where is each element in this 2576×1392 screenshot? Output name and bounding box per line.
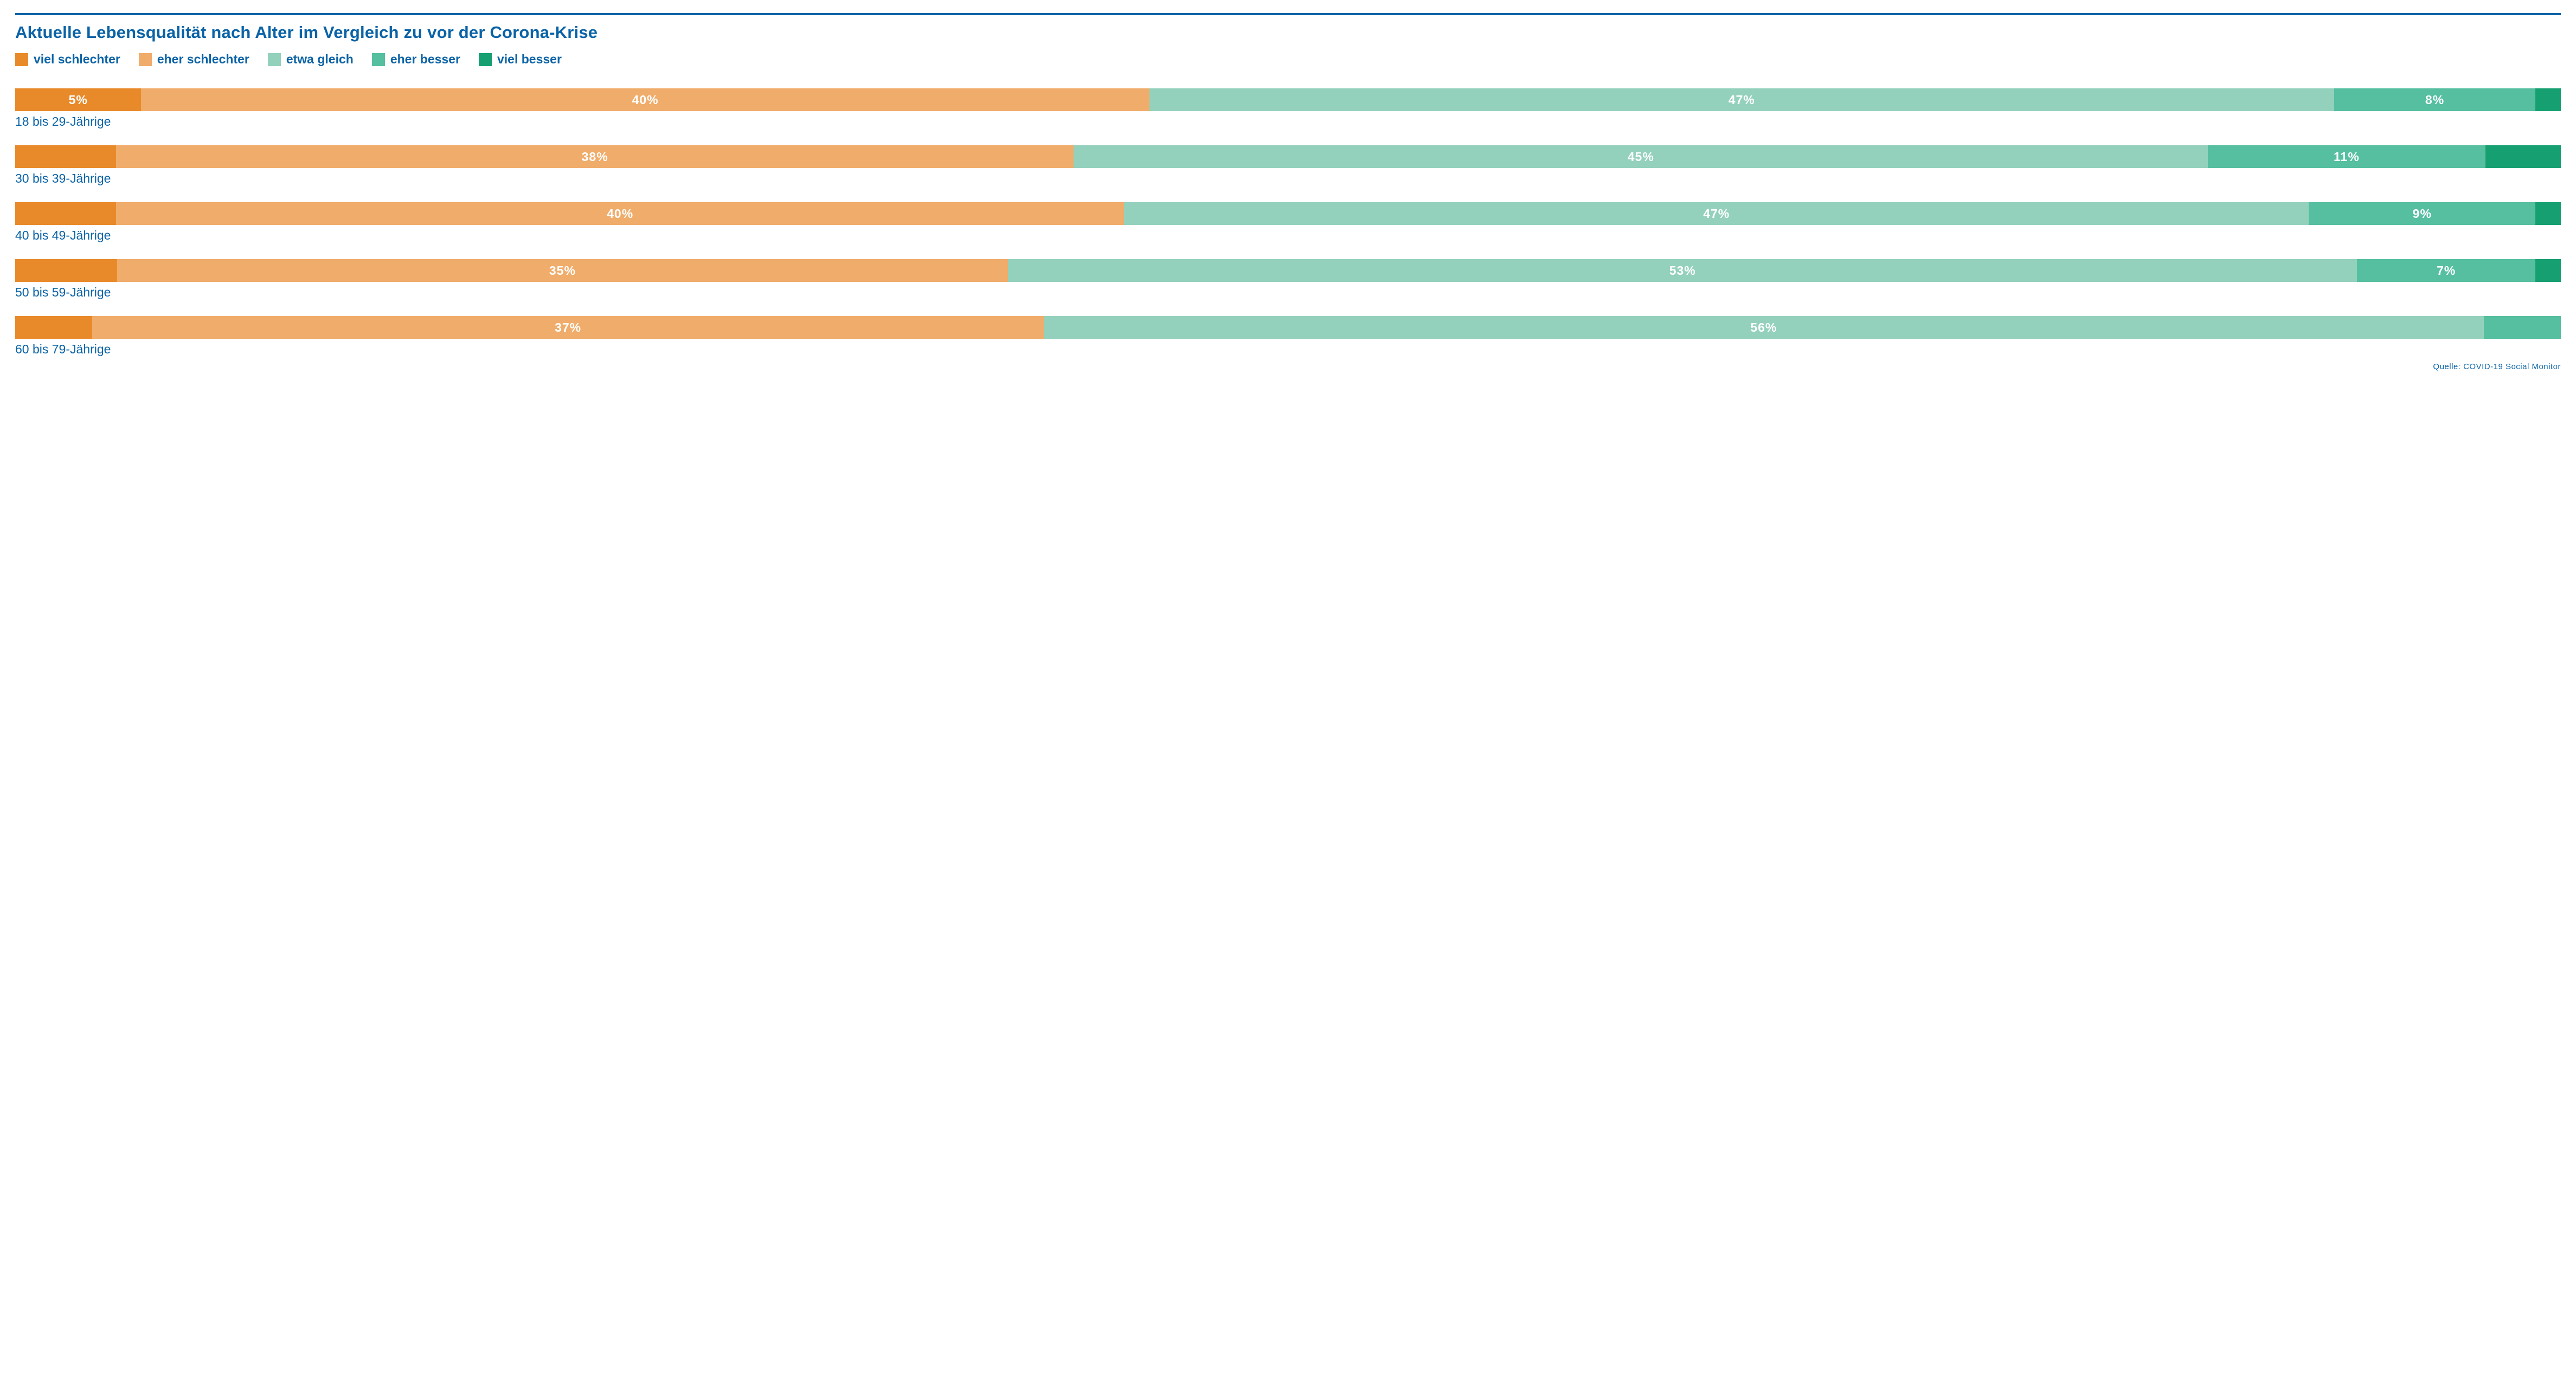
legend: viel schlechter eher schlechter etwa gleic… bbox=[15, 52, 2561, 67]
bar-segment: 56% bbox=[1044, 316, 2484, 339]
bar-segment-value: 9% bbox=[2413, 207, 2432, 221]
bar-segment-value: 47% bbox=[1729, 93, 1755, 107]
bar-segment bbox=[15, 202, 116, 225]
legend-swatch bbox=[15, 53, 28, 66]
bar-segment: 35% bbox=[117, 259, 1008, 282]
source-citation: Quelle: COVID-19 Social Monitor bbox=[15, 362, 2561, 371]
bar-segment-value: 7% bbox=[2437, 263, 2456, 278]
chart-title: Aktuelle Lebensqualität nach Alter im Ve… bbox=[15, 23, 2561, 42]
bar-segment: 11% bbox=[2208, 145, 2485, 168]
bar-row: 38% 45% 11% 30 bis 39-Jährige bbox=[15, 145, 2561, 186]
legend-swatch bbox=[372, 53, 385, 66]
bar-segment: 8% bbox=[2334, 88, 2536, 111]
bar-segment: 47% bbox=[1149, 88, 2334, 111]
bar-segment: 53% bbox=[1008, 259, 2357, 282]
bar-segment-value: 38% bbox=[582, 150, 608, 164]
row-label: 40 bis 49-Jährige bbox=[15, 228, 2561, 243]
bar-segment-value: 35% bbox=[549, 263, 576, 278]
bar-segment: 47% bbox=[1124, 202, 2309, 225]
legend-swatch bbox=[479, 53, 492, 66]
bar-segment bbox=[2485, 145, 2561, 168]
legend-label: eher besser bbox=[390, 52, 460, 67]
legend-swatch bbox=[139, 53, 152, 66]
bar-segment bbox=[15, 259, 117, 282]
bar-rows: 5% 40% 47% 8% 18 bis 29-Jährige 38% 45% 11% 30 b… bbox=[15, 88, 2561, 357]
stacked-bar: 38% 45% 11% bbox=[15, 145, 2561, 168]
bar-segment bbox=[2535, 202, 2560, 225]
bar-segment-value: 37% bbox=[555, 320, 581, 335]
row-label: 30 bis 39-Jährige bbox=[15, 171, 2561, 186]
row-label: 60 bis 79-Jährige bbox=[15, 342, 2561, 357]
bar-segment: 40% bbox=[141, 88, 1149, 111]
bar-segment bbox=[15, 316, 92, 339]
bar-segment-value: 40% bbox=[632, 93, 659, 107]
legend-label: viel besser bbox=[497, 52, 562, 67]
bar-row: 5% 40% 47% 8% 18 bis 29-Jährige bbox=[15, 88, 2561, 129]
bar-segment-value: 45% bbox=[1628, 150, 1654, 164]
bar-segment bbox=[15, 145, 116, 168]
row-label: 50 bis 59-Jährige bbox=[15, 285, 2561, 300]
bar-row: 37% 56% 60 bis 79-Jährige bbox=[15, 316, 2561, 357]
bar-segment-value: 8% bbox=[2425, 93, 2444, 107]
bar-segment bbox=[2535, 259, 2561, 282]
bar-segment-value: 56% bbox=[1750, 320, 1777, 335]
legend-item: viel schlechter bbox=[15, 52, 120, 67]
legend-item: viel besser bbox=[479, 52, 562, 67]
bar-segment-value: 53% bbox=[1669, 263, 1696, 278]
bar-segment: 38% bbox=[116, 145, 1074, 168]
bar-segment bbox=[2535, 88, 2560, 111]
stacked-bar: 5% 40% 47% 8% bbox=[15, 88, 2561, 111]
bar-segment: 7% bbox=[2357, 259, 2535, 282]
bar-segment: 40% bbox=[116, 202, 1124, 225]
bar-segment: 45% bbox=[1074, 145, 2208, 168]
legend-swatch bbox=[268, 53, 281, 66]
bar-segment bbox=[2484, 316, 2561, 339]
legend-item: eher besser bbox=[372, 52, 460, 67]
bar-segment-value: 47% bbox=[1703, 207, 1730, 221]
stacked-bar: 40% 47% 9% bbox=[15, 202, 2561, 225]
row-label: 18 bis 29-Jährige bbox=[15, 114, 2561, 129]
bar-row: 35% 53% 7% 50 bis 59-Jährige bbox=[15, 259, 2561, 300]
legend-item: etwa gleich bbox=[268, 52, 354, 67]
legend-label: eher schlechter bbox=[157, 52, 249, 67]
bar-row: 40% 47% 9% 40 bis 49-Jährige bbox=[15, 202, 2561, 243]
top-rule bbox=[15, 13, 2561, 15]
legend-item: eher schlechter bbox=[139, 52, 249, 67]
bar-segment: 37% bbox=[92, 316, 1044, 339]
bar-segment-value: 5% bbox=[69, 93, 88, 107]
stacked-bar: 35% 53% 7% bbox=[15, 259, 2561, 282]
legend-label: viel schlechter bbox=[34, 52, 120, 67]
bar-segment: 9% bbox=[2309, 202, 2535, 225]
bar-segment: 5% bbox=[15, 88, 141, 111]
bar-segment-value: 11% bbox=[2334, 150, 2360, 164]
stacked-bar: 37% 56% bbox=[15, 316, 2561, 339]
bar-segment-value: 40% bbox=[607, 207, 633, 221]
legend-label: etwa gleich bbox=[286, 52, 354, 67]
